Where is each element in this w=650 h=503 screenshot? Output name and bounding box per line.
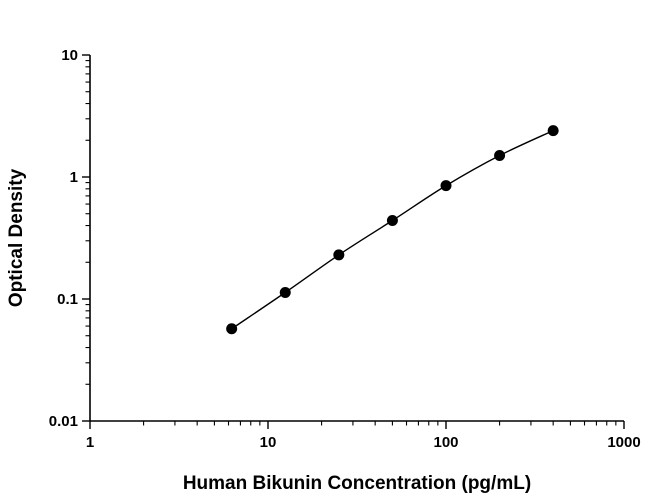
x-tick-label: 100 (433, 434, 458, 451)
x-tick-label: 1000 (607, 434, 640, 451)
data-point (333, 249, 345, 261)
y-tick-label: 0.01 (49, 413, 78, 430)
chart-plot-area: 1 10 100 1000 0.01 0.1 1 10 (49, 47, 641, 451)
y-axis-title: Optical Density (6, 168, 27, 307)
data-point (226, 323, 238, 335)
y-tick-label: 10 (61, 47, 78, 64)
data-point (440, 180, 452, 192)
x-tick-label: 10 (260, 434, 277, 451)
x-tick-label: 1 (86, 434, 94, 451)
data-point (494, 150, 506, 162)
data-point (547, 125, 559, 137)
x-axis-title: Human Bikunin Concentration (pg/mL) (183, 473, 531, 494)
y-tick-label: 1 (70, 169, 78, 186)
y-tick-label: 0.1 (57, 291, 78, 308)
data-point (279, 287, 291, 299)
curve-line (231, 129, 554, 330)
data-point (386, 214, 398, 226)
